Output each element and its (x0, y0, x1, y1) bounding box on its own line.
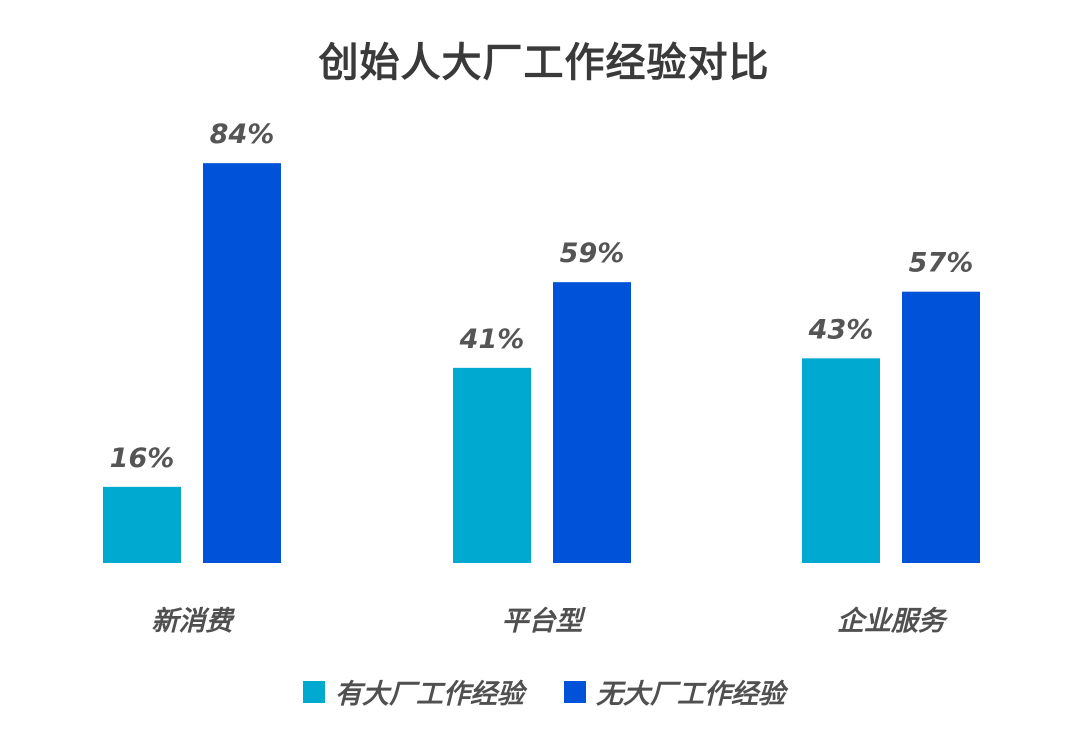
legend-item-series-1: 有大厂工作经验 (303, 672, 524, 711)
bar-1-1 (103, 486, 181, 563)
legend-swatch-series-2 (564, 680, 586, 703)
value-label-2-1: 84% (210, 119, 275, 150)
value-label-2-3: 57% (909, 248, 974, 279)
chart-title: 创始人大厂工作经验对比 (318, 40, 770, 86)
bar-1-3 (802, 358, 880, 563)
legend-swatch-series-1 (303, 680, 325, 703)
category-label-3: 企业服务 (837, 606, 949, 637)
category-label-2: 平台型 (502, 606, 587, 637)
value-label-1-3: 43% (808, 314, 874, 345)
bar-2-1 (203, 163, 281, 563)
legend-label-series-1: 有大厂工作经验 (335, 679, 524, 710)
legend-item-series-2: 无大厂工作经验 (564, 672, 785, 711)
bar-2-3 (902, 291, 980, 563)
legend: 有大厂工作经验 无大厂工作经验 (0, 672, 1088, 711)
value-label-1-1: 16% (110, 443, 175, 474)
bar-2-2 (553, 282, 631, 563)
category-label-1: 新消费 (152, 606, 236, 637)
value-label-1-2: 41% (459, 324, 525, 355)
legend-label-series-2: 无大厂工作经验 (596, 679, 785, 710)
value-label-2-2: 59% (560, 238, 625, 269)
bar-1-2 (453, 367, 531, 563)
